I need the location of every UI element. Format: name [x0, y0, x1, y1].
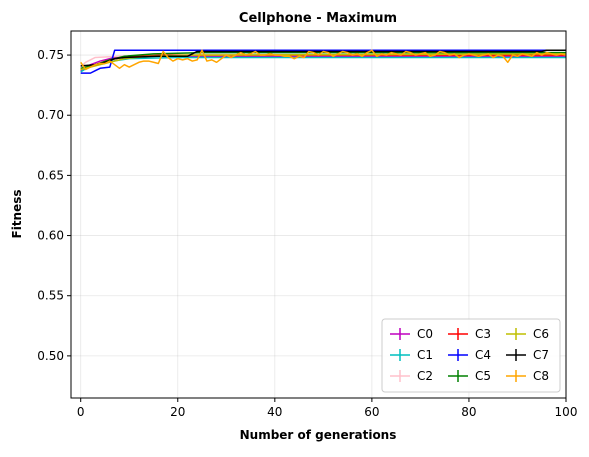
- plot-frame: [70, 30, 567, 399]
- legend-item-c4: C4: [448, 348, 491, 362]
- y-tick-label: 0.75: [37, 48, 64, 62]
- legend-label: C7: [533, 348, 549, 362]
- series-line-c1: [80, 56, 566, 73]
- legend-item-c3: C3: [448, 327, 491, 341]
- x-tick-label: 0: [77, 405, 85, 419]
- x-tick-label: 60: [364, 405, 379, 419]
- legend-label: C2: [417, 369, 433, 383]
- legend: C0 C1 C2 C3 C4 C5 C6 C7 C8: [381, 318, 561, 393]
- y-tick-label: 0.70: [37, 108, 64, 122]
- legend-label: C1: [417, 348, 433, 362]
- legend-item-c2: C2: [390, 369, 433, 383]
- series-layer: [80, 49, 567, 74]
- x-axis-label: Number of generations: [240, 428, 397, 442]
- x-tick-label: 80: [461, 405, 476, 419]
- y-tick-label: 0.60: [37, 229, 64, 243]
- y-tick-label: 0.55: [37, 289, 64, 303]
- legend-label: C0: [417, 327, 433, 341]
- y-tick-label: 0.50: [37, 349, 64, 363]
- series-line-c4: [80, 49, 566, 74]
- x-tick-label: 40: [267, 405, 282, 419]
- chart-title: Cellphone - Maximum: [239, 11, 397, 26]
- y-axis-label: Fitness: [10, 189, 24, 238]
- y-tick-label: 0.65: [37, 168, 64, 182]
- legend-label: C8: [533, 369, 549, 383]
- legend-label: C4: [475, 348, 491, 362]
- legend-item-c6: C6: [506, 327, 549, 341]
- x-axis: 0 20 40 60 80 100: [77, 398, 578, 419]
- legend-item-c8: C8: [506, 369, 549, 383]
- legend-label: C5: [475, 369, 491, 383]
- legend-item-c5: C5: [448, 369, 491, 383]
- legend-item-c1: C1: [390, 348, 433, 362]
- legend-label: C3: [475, 327, 491, 341]
- legend-item-c0: C0: [390, 327, 433, 341]
- x-tick-label: 20: [170, 405, 185, 419]
- y-axis: 0.50 0.55 0.60 0.65 0.70 0.75: [37, 48, 71, 363]
- x-tick-label: 100: [555, 405, 578, 419]
- legend-item-c7: C7: [506, 348, 549, 362]
- legend-label: C6: [533, 327, 549, 341]
- series-line-c6: [80, 53, 567, 71]
- series-line-c8: [80, 49, 567, 71]
